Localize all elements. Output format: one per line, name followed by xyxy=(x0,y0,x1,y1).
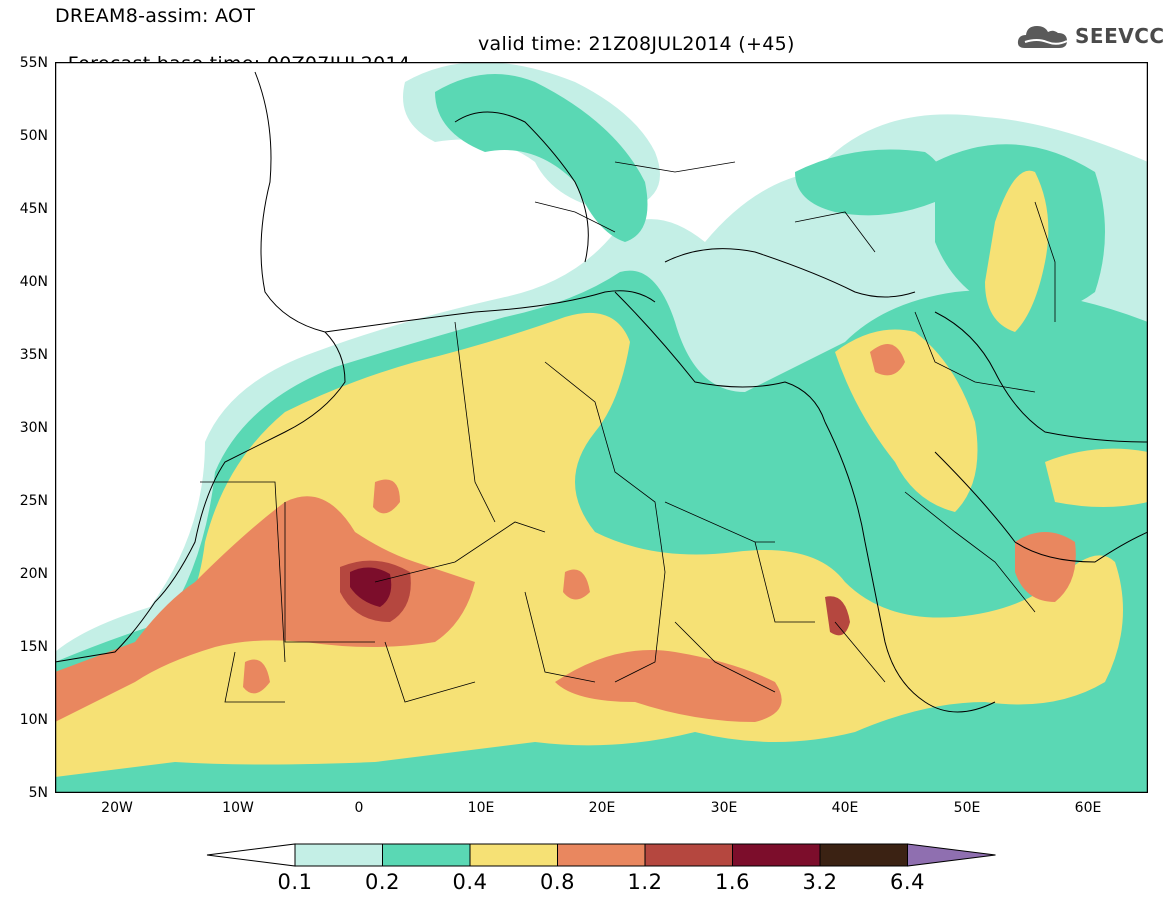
lon-label: 30E xyxy=(710,800,738,816)
map-frame xyxy=(55,62,1148,793)
aot-contour-0.4 xyxy=(55,312,1123,777)
aot-contour-0.8 xyxy=(243,659,270,694)
aot-contour-0.8 xyxy=(555,650,782,722)
aot-contour-0.8 xyxy=(870,344,905,376)
aot-contour-0.4 xyxy=(1045,448,1148,507)
lat-label: 10N xyxy=(19,712,48,728)
seevccc-logo: SEEVCCC xyxy=(1017,20,1165,58)
colorbar-cell xyxy=(644,843,733,867)
lon-label: 50E xyxy=(953,800,981,816)
lon-label: 10E xyxy=(467,800,495,816)
chart-title: DREAM8-assim: AOT xyxy=(55,5,256,27)
lat-label: 40N xyxy=(19,274,48,290)
colorbar-label: 0.2 xyxy=(365,870,400,894)
colorbar-label: 0.8 xyxy=(540,870,575,894)
lat-label: 25N xyxy=(19,493,48,509)
colorbar-cell xyxy=(819,843,908,867)
logo-text: SEEVCCC xyxy=(1075,24,1165,48)
aot-contour-0.2 xyxy=(795,149,943,216)
colorbar-cell xyxy=(732,843,821,867)
aot-contour-0.8 xyxy=(1015,532,1076,602)
valid-time-label: valid time: 21Z08JUL2014 (+45) xyxy=(478,33,795,55)
aot-map xyxy=(55,62,1148,793)
colorbar-cell xyxy=(294,843,383,867)
lat-label: 45N xyxy=(19,201,48,217)
cloud-icon xyxy=(1017,26,1068,48)
lon-label: 20W xyxy=(101,800,133,816)
colorbar-label: 0.4 xyxy=(452,870,488,894)
lat-label: 15N xyxy=(19,639,48,655)
aot-contour-0.8 xyxy=(563,569,590,600)
colorbar-label: 1.2 xyxy=(627,870,663,894)
colorbar-label: 3.2 xyxy=(802,870,838,894)
colorbar-arrow-low xyxy=(206,843,296,867)
aot-contour-0.4 xyxy=(985,170,1049,332)
aot-contour-0.4 xyxy=(835,329,978,512)
colorbar-label: 0.1 xyxy=(277,870,313,894)
lon-label: 60E xyxy=(1074,800,1102,816)
colorbar-cell xyxy=(557,843,646,867)
colorbar-cell xyxy=(469,843,558,867)
lon-label: 0 xyxy=(354,800,364,816)
colorbar-cell xyxy=(382,843,471,867)
country-borders xyxy=(200,161,1056,703)
lat-label: 55N xyxy=(19,55,48,71)
lat-label: 5N xyxy=(28,785,48,801)
lon-label: 10W xyxy=(222,800,254,816)
lat-label: 50N xyxy=(19,128,48,144)
lon-label: 20E xyxy=(588,800,616,816)
lat-label: 30N xyxy=(19,420,48,436)
aot-contour-1.6 xyxy=(350,567,392,607)
colorbar-arrow-high xyxy=(907,843,996,867)
lon-label: 40E xyxy=(831,800,859,816)
coastlines xyxy=(55,71,1148,713)
lat-label: 20N xyxy=(19,566,48,582)
aot-contour-0.8 xyxy=(55,496,475,722)
colorbar xyxy=(206,843,996,867)
lat-label: 35N xyxy=(19,347,48,363)
aot-contour-1.2 xyxy=(825,596,850,636)
aot-contour-0.2 xyxy=(435,74,648,242)
colorbar-label: 1.6 xyxy=(715,870,750,894)
aot-contour-0.8 xyxy=(373,479,400,514)
colorbar-label: 6.4 xyxy=(890,870,925,894)
